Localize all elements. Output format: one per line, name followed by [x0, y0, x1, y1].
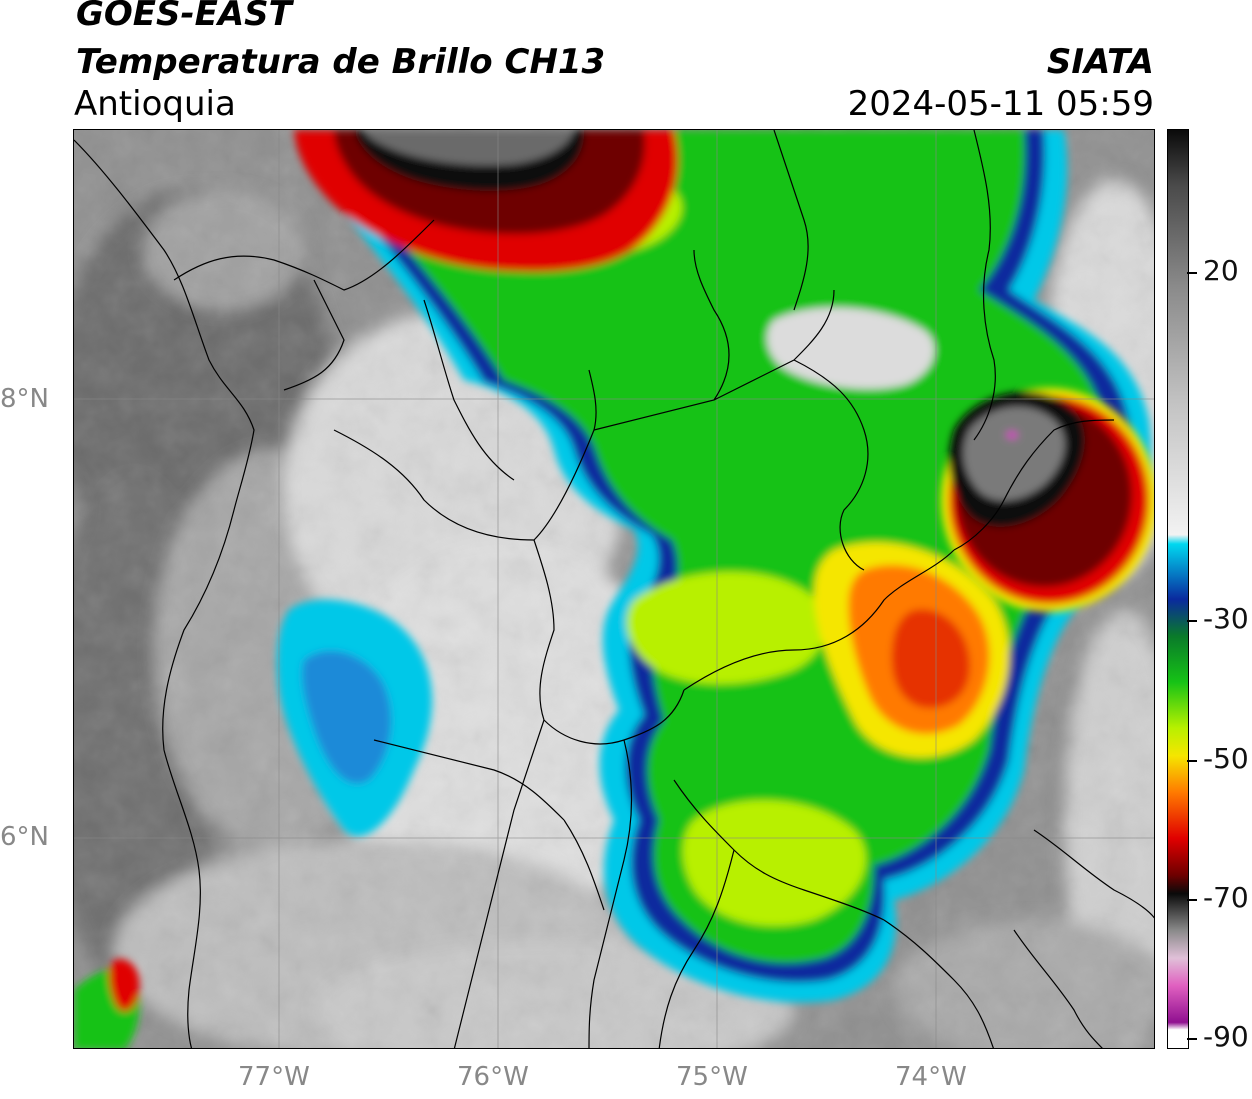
lon-tick-label: 76°W — [457, 1062, 529, 1092]
lat-tick-label: 6°N — [0, 822, 49, 852]
lon-tick-label: 77°W — [238, 1062, 310, 1092]
colorbar-label: -90 — [1203, 1020, 1249, 1053]
map-canvas — [74, 130, 1154, 1048]
lon-tick-label: 74°W — [895, 1062, 967, 1092]
organization-label: SIATA — [1046, 42, 1154, 82]
satellite-map[interactable] — [73, 129, 1155, 1049]
colorbar-label: -70 — [1203, 881, 1249, 914]
temperature-colorbar — [1167, 129, 1189, 1049]
timestamp-label: 2024-05-11 05:59 — [847, 84, 1154, 124]
satellite-title: GOES-EAST — [76, 0, 292, 34]
lat-tick-label: 8°N — [0, 384, 49, 414]
eastern-storm-core — [941, 388, 1154, 612]
region-label: Antioquia — [74, 84, 236, 124]
western-cloud-cell — [277, 599, 433, 837]
main-cloud-system — [74, 130, 1152, 1048]
graticule — [74, 130, 1154, 1048]
colorbar-tick — [1187, 620, 1197, 622]
colorbar-label: -30 — [1203, 602, 1249, 635]
colorbar-label: -50 — [1203, 742, 1249, 775]
colorbar-gradient — [1168, 130, 1188, 1048]
colorbar-tick — [1187, 272, 1197, 274]
colorbar-label: 20 — [1203, 254, 1239, 287]
colorbar-tick — [1187, 760, 1197, 762]
product-title: Temperatura de Brillo CH13 — [76, 42, 606, 82]
colorbar-tick — [1187, 1038, 1197, 1040]
coastlines-and-borders — [74, 130, 1154, 1048]
colorbar-tick — [1187, 899, 1197, 901]
lon-tick-label: 75°W — [676, 1062, 748, 1092]
